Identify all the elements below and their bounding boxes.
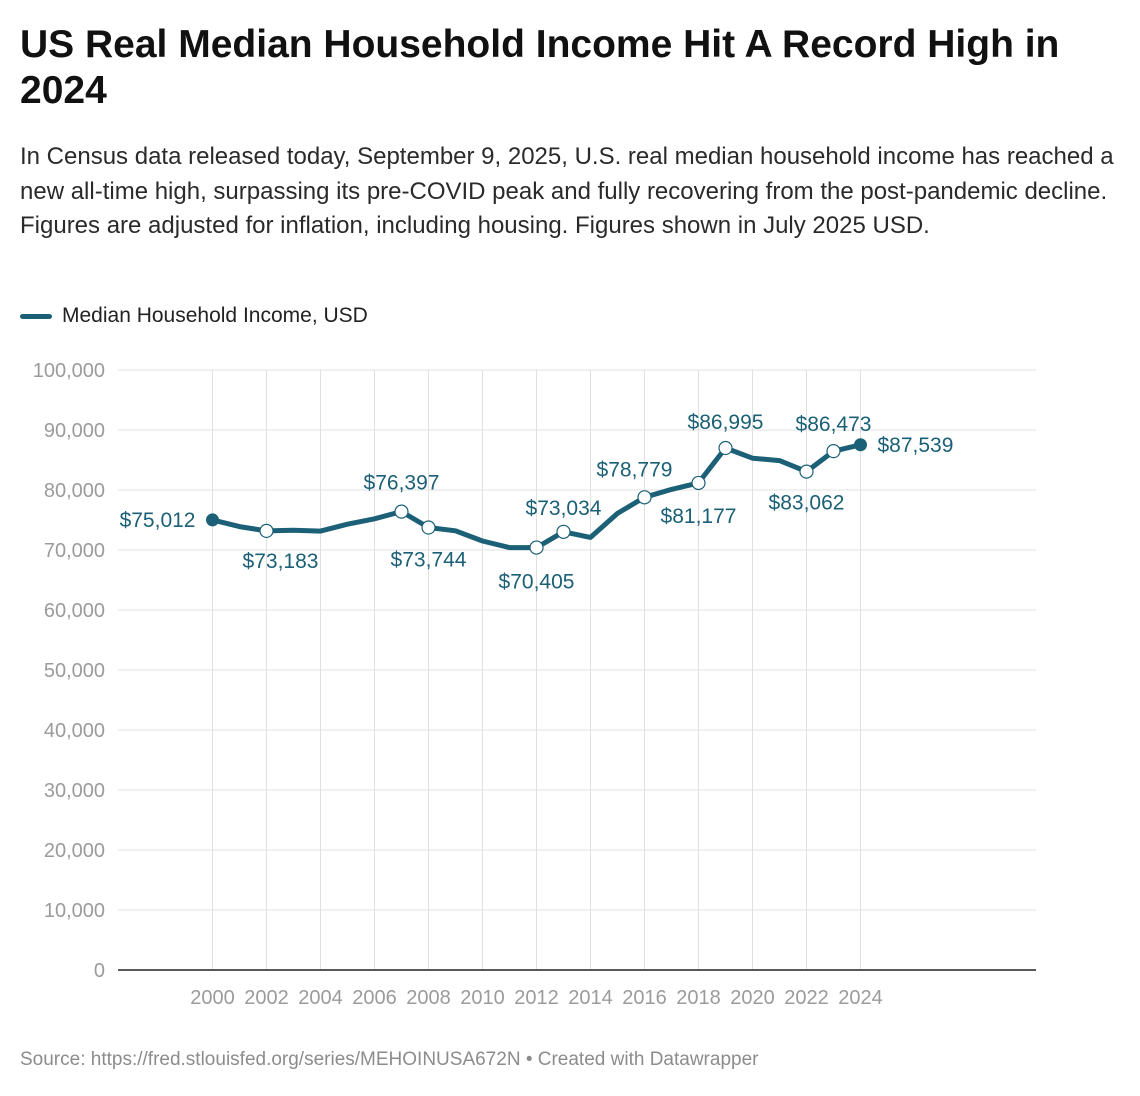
data-label: $86,995 xyxy=(688,411,764,434)
x-tick-label: 2014 xyxy=(568,987,613,1009)
line-chart: 0 10,000 20,000 30,000 40,000 50,000 60,000 70,… xyxy=(33,360,1036,1009)
data-point-marker xyxy=(529,540,544,555)
data-point-marker xyxy=(556,524,571,539)
data-label: $73,183 xyxy=(243,550,319,573)
x-tick-label: 2006 xyxy=(352,987,397,1009)
data-point-marker xyxy=(394,504,409,519)
data-point-marker xyxy=(799,464,814,479)
x-tick-label: 2004 xyxy=(298,987,343,1009)
data-point-marker xyxy=(206,513,219,527)
data-point-marker xyxy=(718,440,733,456)
y-tick-label: 50,000 xyxy=(44,660,105,682)
y-tick-label: 80,000 xyxy=(44,480,105,502)
x-tick-label: 2008 xyxy=(406,987,451,1009)
y-tick-label: 20,000 xyxy=(44,840,105,862)
y-tick-label: 10,000 xyxy=(44,900,105,922)
x-tick-label: 2002 xyxy=(244,987,289,1009)
x-tick-label: 2020 xyxy=(730,987,775,1009)
data-point-marker xyxy=(421,520,436,535)
x-tick-label: 2024 xyxy=(838,987,883,1009)
y-tick-label: 30,000 xyxy=(44,780,105,802)
data-point-marker xyxy=(826,444,841,459)
x-tick-label: 2000 xyxy=(190,987,235,1009)
data-point-marker xyxy=(691,475,706,491)
data-label: $73,034 xyxy=(526,497,602,520)
y-tick-label: 100,000 xyxy=(33,360,105,382)
x-tick-label: 2010 xyxy=(460,987,505,1009)
x-tick-label: 2018 xyxy=(676,987,721,1009)
source-note: Source: https://fred.stlouisfed.org/seri… xyxy=(20,1049,759,1070)
y-tick-label: 60,000 xyxy=(44,600,105,622)
y-tick-label: 90,000 xyxy=(44,420,105,442)
y-tick-label: 70,000 xyxy=(44,540,105,562)
data-point-marker xyxy=(854,438,867,452)
x-tick-label: 2016 xyxy=(622,987,667,1009)
data-label: $87,539 xyxy=(878,434,954,457)
chart-title: US Real Median Household Income Hit A Re… xyxy=(20,23,1060,112)
x-tick-label: 2022 xyxy=(784,987,829,1009)
data-label: $78,779 xyxy=(597,458,673,481)
legend: Median Household Income, USD xyxy=(20,302,368,330)
data-point-marker xyxy=(637,490,652,505)
data-label: $81,177 xyxy=(661,505,737,528)
data-label: $75,012 xyxy=(120,509,196,532)
chart-description: In Census data released today, September… xyxy=(20,143,1114,239)
data-label: $73,744 xyxy=(391,549,467,572)
data-label: $83,062 xyxy=(769,492,845,515)
y-tick-label: 0 xyxy=(94,960,105,982)
data-label: $70,405 xyxy=(499,571,575,594)
legend-swatch xyxy=(20,313,52,319)
data-label: $76,397 xyxy=(364,472,440,495)
legend-label: Median Household Income, USD xyxy=(62,304,368,327)
data-label: $86,473 xyxy=(796,413,872,436)
x-tick-label: 2012 xyxy=(514,987,559,1009)
y-tick-label: 40,000 xyxy=(44,720,105,742)
data-point-marker xyxy=(259,523,274,539)
